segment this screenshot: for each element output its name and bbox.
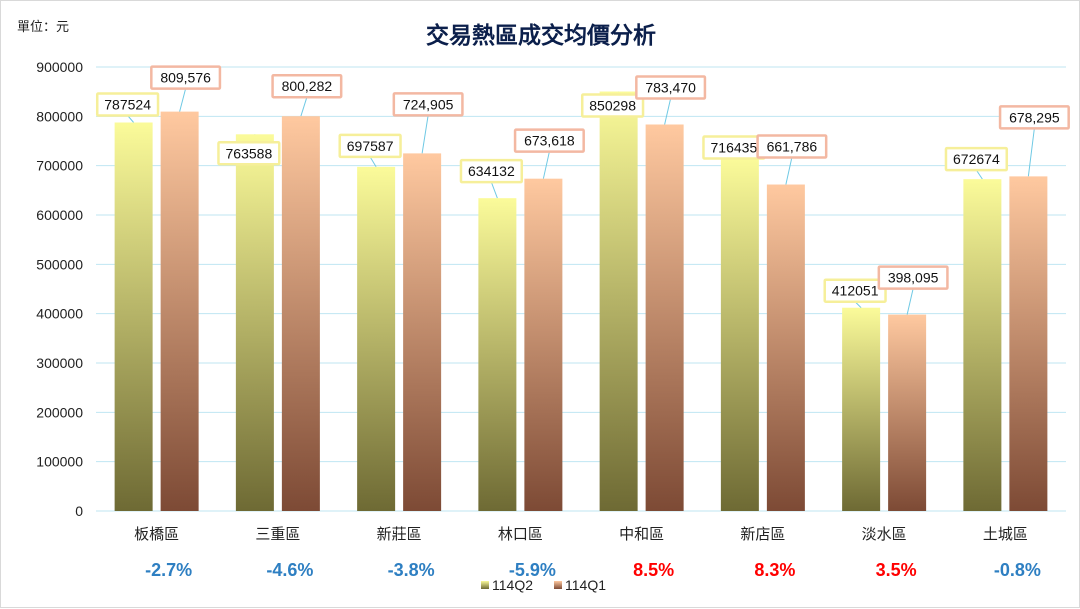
x-tick-label: 土城區 (983, 525, 1028, 543)
change-percentages: -2.7% -4.6% -3.8% -5.9% 8.5% 8.3% 3.5% -0.8% (145, 560, 1041, 580)
data-label-box (513, 128, 585, 153)
data-label: 697587 (347, 138, 394, 154)
y-tick-label: 500000 (36, 256, 83, 272)
x-tick-label: 淡水區 (862, 525, 907, 543)
bar-114Q2-7 (963, 179, 1002, 511)
bar-114Q2-4 (599, 91, 638, 511)
leader-line (179, 88, 187, 112)
y-tick-label: 600000 (36, 207, 83, 223)
data-label-box (877, 265, 949, 290)
change-percent: -0.8% (994, 560, 1041, 580)
x-tick-label: 板橋區 (134, 525, 179, 543)
y-tick-label: 700000 (36, 158, 83, 174)
leader-line (975, 169, 983, 180)
bar-114Q2-5 (720, 157, 759, 512)
unit-label: 單位：元 (17, 20, 69, 35)
y-tick-label: 400000 (36, 306, 83, 322)
y-tick-label: 800000 (36, 108, 83, 124)
y-axis: 0 100000 200000 300000 400000 500000 600000 700… (36, 59, 83, 519)
data-label: 673,618 (524, 133, 575, 149)
bar-114Q1-4 (645, 124, 684, 512)
leader-line (664, 98, 672, 125)
bar-114Q1-5 (766, 184, 805, 511)
data-label: 672674 (953, 151, 1000, 167)
data-label: 412051 (832, 283, 879, 299)
bar-114Q2-2 (357, 166, 396, 511)
data-label: 724,905 (403, 96, 454, 112)
change-percent: -5.9% (509, 560, 556, 580)
data-label: 850298 (589, 98, 636, 114)
data-label: 661,786 (767, 139, 818, 155)
change-percent: -3.8% (388, 560, 435, 580)
bar-114Q1-6 (888, 314, 927, 511)
data-label: 783,470 (645, 79, 696, 95)
y-tick-label: 200000 (36, 404, 83, 420)
bars (114, 91, 1048, 512)
data-labels: 787524 809,576 763588 800,282 697587 724,905 6… (95, 65, 1070, 303)
bar-114Q2-1 (235, 134, 274, 512)
legend-label: 114Q2 (492, 577, 533, 593)
x-tick-label: 新莊區 (377, 525, 422, 543)
bar-114Q2-0 (114, 122, 153, 511)
change-percent: -4.6% (266, 560, 313, 580)
data-label-box (998, 105, 1070, 130)
data-label: 809,576 (160, 70, 211, 86)
legend-swatch (481, 581, 489, 589)
data-label-box (756, 134, 828, 159)
y-tick-label: 900000 (36, 59, 83, 75)
leader-line (542, 151, 550, 179)
bar-114Q1-0 (160, 111, 199, 511)
data-label: 634132 (468, 163, 515, 179)
data-label-box (392, 92, 464, 117)
bar-114Q2-3 (478, 198, 517, 511)
data-label: 800,282 (282, 78, 333, 94)
y-tick-label: 100000 (36, 454, 83, 470)
legend: 114Q2 114Q1 (481, 577, 606, 593)
y-tick-label: 300000 (36, 355, 83, 371)
bar-114Q1-3 (524, 178, 563, 511)
leader-line (300, 97, 308, 117)
data-label: 763588 (226, 145, 273, 161)
data-label-box (95, 92, 160, 117)
data-label: 787524 (104, 96, 151, 112)
legend-swatch (554, 581, 562, 589)
leader-line (906, 288, 914, 315)
data-label: 716435 (711, 140, 758, 156)
bar-114Q1-7 (1009, 176, 1048, 512)
legend-label: 114Q1 (565, 577, 606, 593)
data-label-box (823, 278, 887, 303)
x-tick-label: 中和區 (619, 525, 664, 543)
change-percent: 8.3% (754, 560, 795, 580)
data-label: 678,295 (1009, 109, 1060, 125)
leader-line (1027, 128, 1035, 177)
y-tick-label: 0 (75, 503, 83, 519)
change-percent: -2.7% (145, 560, 192, 580)
leader-line (369, 156, 377, 168)
bar-114Q1-2 (403, 153, 442, 512)
x-tick-label: 林口區 (498, 525, 543, 543)
bar-114Q2-6 (842, 307, 881, 511)
x-tick-label: 新店區 (740, 525, 785, 543)
x-tick-label: 三重區 (255, 525, 300, 543)
data-label-box (459, 158, 524, 184)
data-label-box (271, 73, 343, 99)
data-label: 398,095 (888, 270, 939, 286)
data-label-box (944, 146, 1009, 172)
x-axis: 板橋區 三重區 新莊區 林口區 中和區 新店區 淡水區 土城區 (134, 525, 1028, 543)
data-label-box (635, 75, 707, 100)
bar-114Q1-1 (281, 116, 320, 511)
data-label-box (217, 141, 281, 166)
change-percent: 8.5% (633, 560, 674, 580)
chart-title: 交易熱區成交均價分析 (426, 22, 656, 49)
data-label-box (338, 133, 402, 159)
leader-line (785, 157, 793, 185)
data-label-box (150, 65, 222, 90)
data-label-box (580, 93, 645, 118)
leader-line (421, 115, 429, 154)
leader-line (490, 181, 498, 199)
change-percent: 3.5% (876, 560, 917, 580)
